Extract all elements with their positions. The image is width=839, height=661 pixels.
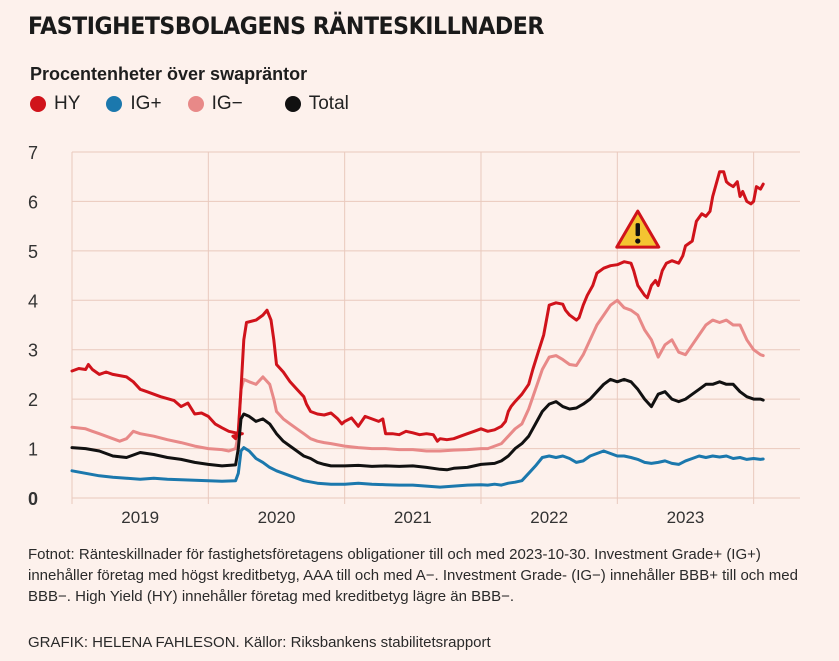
legend-item-hy: HY xyxy=(30,93,80,115)
legend-item-total: Total xyxy=(284,93,349,115)
warning-exclamation-dot xyxy=(635,238,641,244)
x-tick-label-2020: 2020 xyxy=(258,508,296,527)
legend-marker-total xyxy=(284,96,301,112)
legend-item-ig-minus: IG− xyxy=(187,93,243,115)
x-tick-label-2023: 2023 xyxy=(667,508,705,527)
series-line-hy xyxy=(70,170,765,443)
legend-item-ig-plus: IG+ xyxy=(106,93,162,115)
y-tick-label-6: 6 xyxy=(28,192,38,212)
footnote: Fotnot: Ränteskillnader för fastighetsfö… xyxy=(28,546,798,605)
y-tick-label-2: 2 xyxy=(28,390,38,410)
x-tick-label-2021: 2021 xyxy=(394,508,432,527)
chart-title: FASTIGHETSBOLAGENS RÄNTESKILLNADER xyxy=(28,12,544,40)
warning-exclamation-bar xyxy=(635,223,640,237)
legend-marker-hy xyxy=(30,96,46,112)
series-line-total xyxy=(70,377,765,472)
legend-label-ig-minus: IG− xyxy=(211,93,243,114)
y-tick-label-4: 4 xyxy=(28,291,38,311)
legend-label-hy: HY xyxy=(54,93,81,114)
warning-triangle-icon xyxy=(615,209,661,249)
y-tick-label-0: 0 xyxy=(28,489,38,509)
line-chart: 0 1 2 3 4 5 6 7 2019 2020 2021 2022 2023 xyxy=(28,143,800,527)
legend: HY IG+ IG− Total xyxy=(30,93,375,115)
legend-label-total: Total xyxy=(308,93,349,114)
y-tick-label-1: 1 xyxy=(28,440,38,460)
legend-marker-ig-minus xyxy=(187,96,204,112)
legend-label-ig-plus: IG+ xyxy=(130,93,162,114)
chart-subtitle: Procentenheter över swapräntor xyxy=(30,64,308,84)
series-line-ig-minus xyxy=(70,298,765,453)
y-tick-label-7: 7 xyxy=(28,143,38,163)
series-line-ig-plus xyxy=(70,446,765,489)
x-tick-label-2019: 2019 xyxy=(121,508,159,527)
x-tick-label-2022: 2022 xyxy=(530,508,568,527)
y-tick-label-3: 3 xyxy=(28,341,38,361)
credits: GRAFIK: HELENA FAHLESON. Källor: Riksban… xyxy=(28,634,491,651)
legend-marker-ig-plus xyxy=(106,96,123,112)
y-tick-label-5: 5 xyxy=(28,242,38,262)
